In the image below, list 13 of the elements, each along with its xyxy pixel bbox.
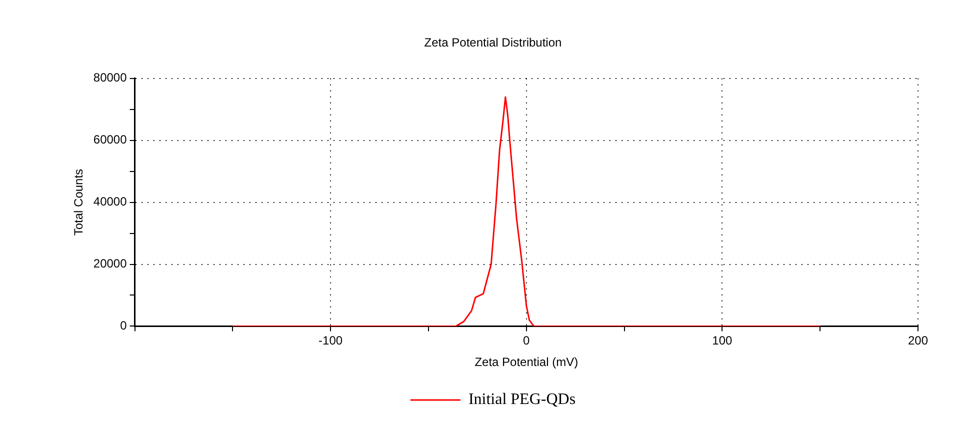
y-axis-title: Total Counts bbox=[72, 168, 86, 236]
y-tick-label: 40000 bbox=[93, 194, 128, 209]
legend-label: Initial PEG-QDs bbox=[468, 391, 576, 408]
y-tick-label: 80000 bbox=[93, 70, 128, 85]
y-tick-label: 60000 bbox=[93, 132, 128, 147]
x-tick-label: -100 bbox=[318, 334, 343, 348]
x-tick-label: 0 bbox=[523, 334, 530, 348]
y-tick-label: 0 bbox=[120, 318, 128, 333]
chart-title: Zeta Potential Distribution bbox=[424, 36, 562, 50]
x-tick-label: 100 bbox=[712, 334, 733, 348]
x-tick-label: 200 bbox=[908, 334, 928, 348]
y-tick-label: 20000 bbox=[93, 256, 128, 271]
x-axis-title: Zeta Potential (mV) bbox=[474, 355, 578, 370]
